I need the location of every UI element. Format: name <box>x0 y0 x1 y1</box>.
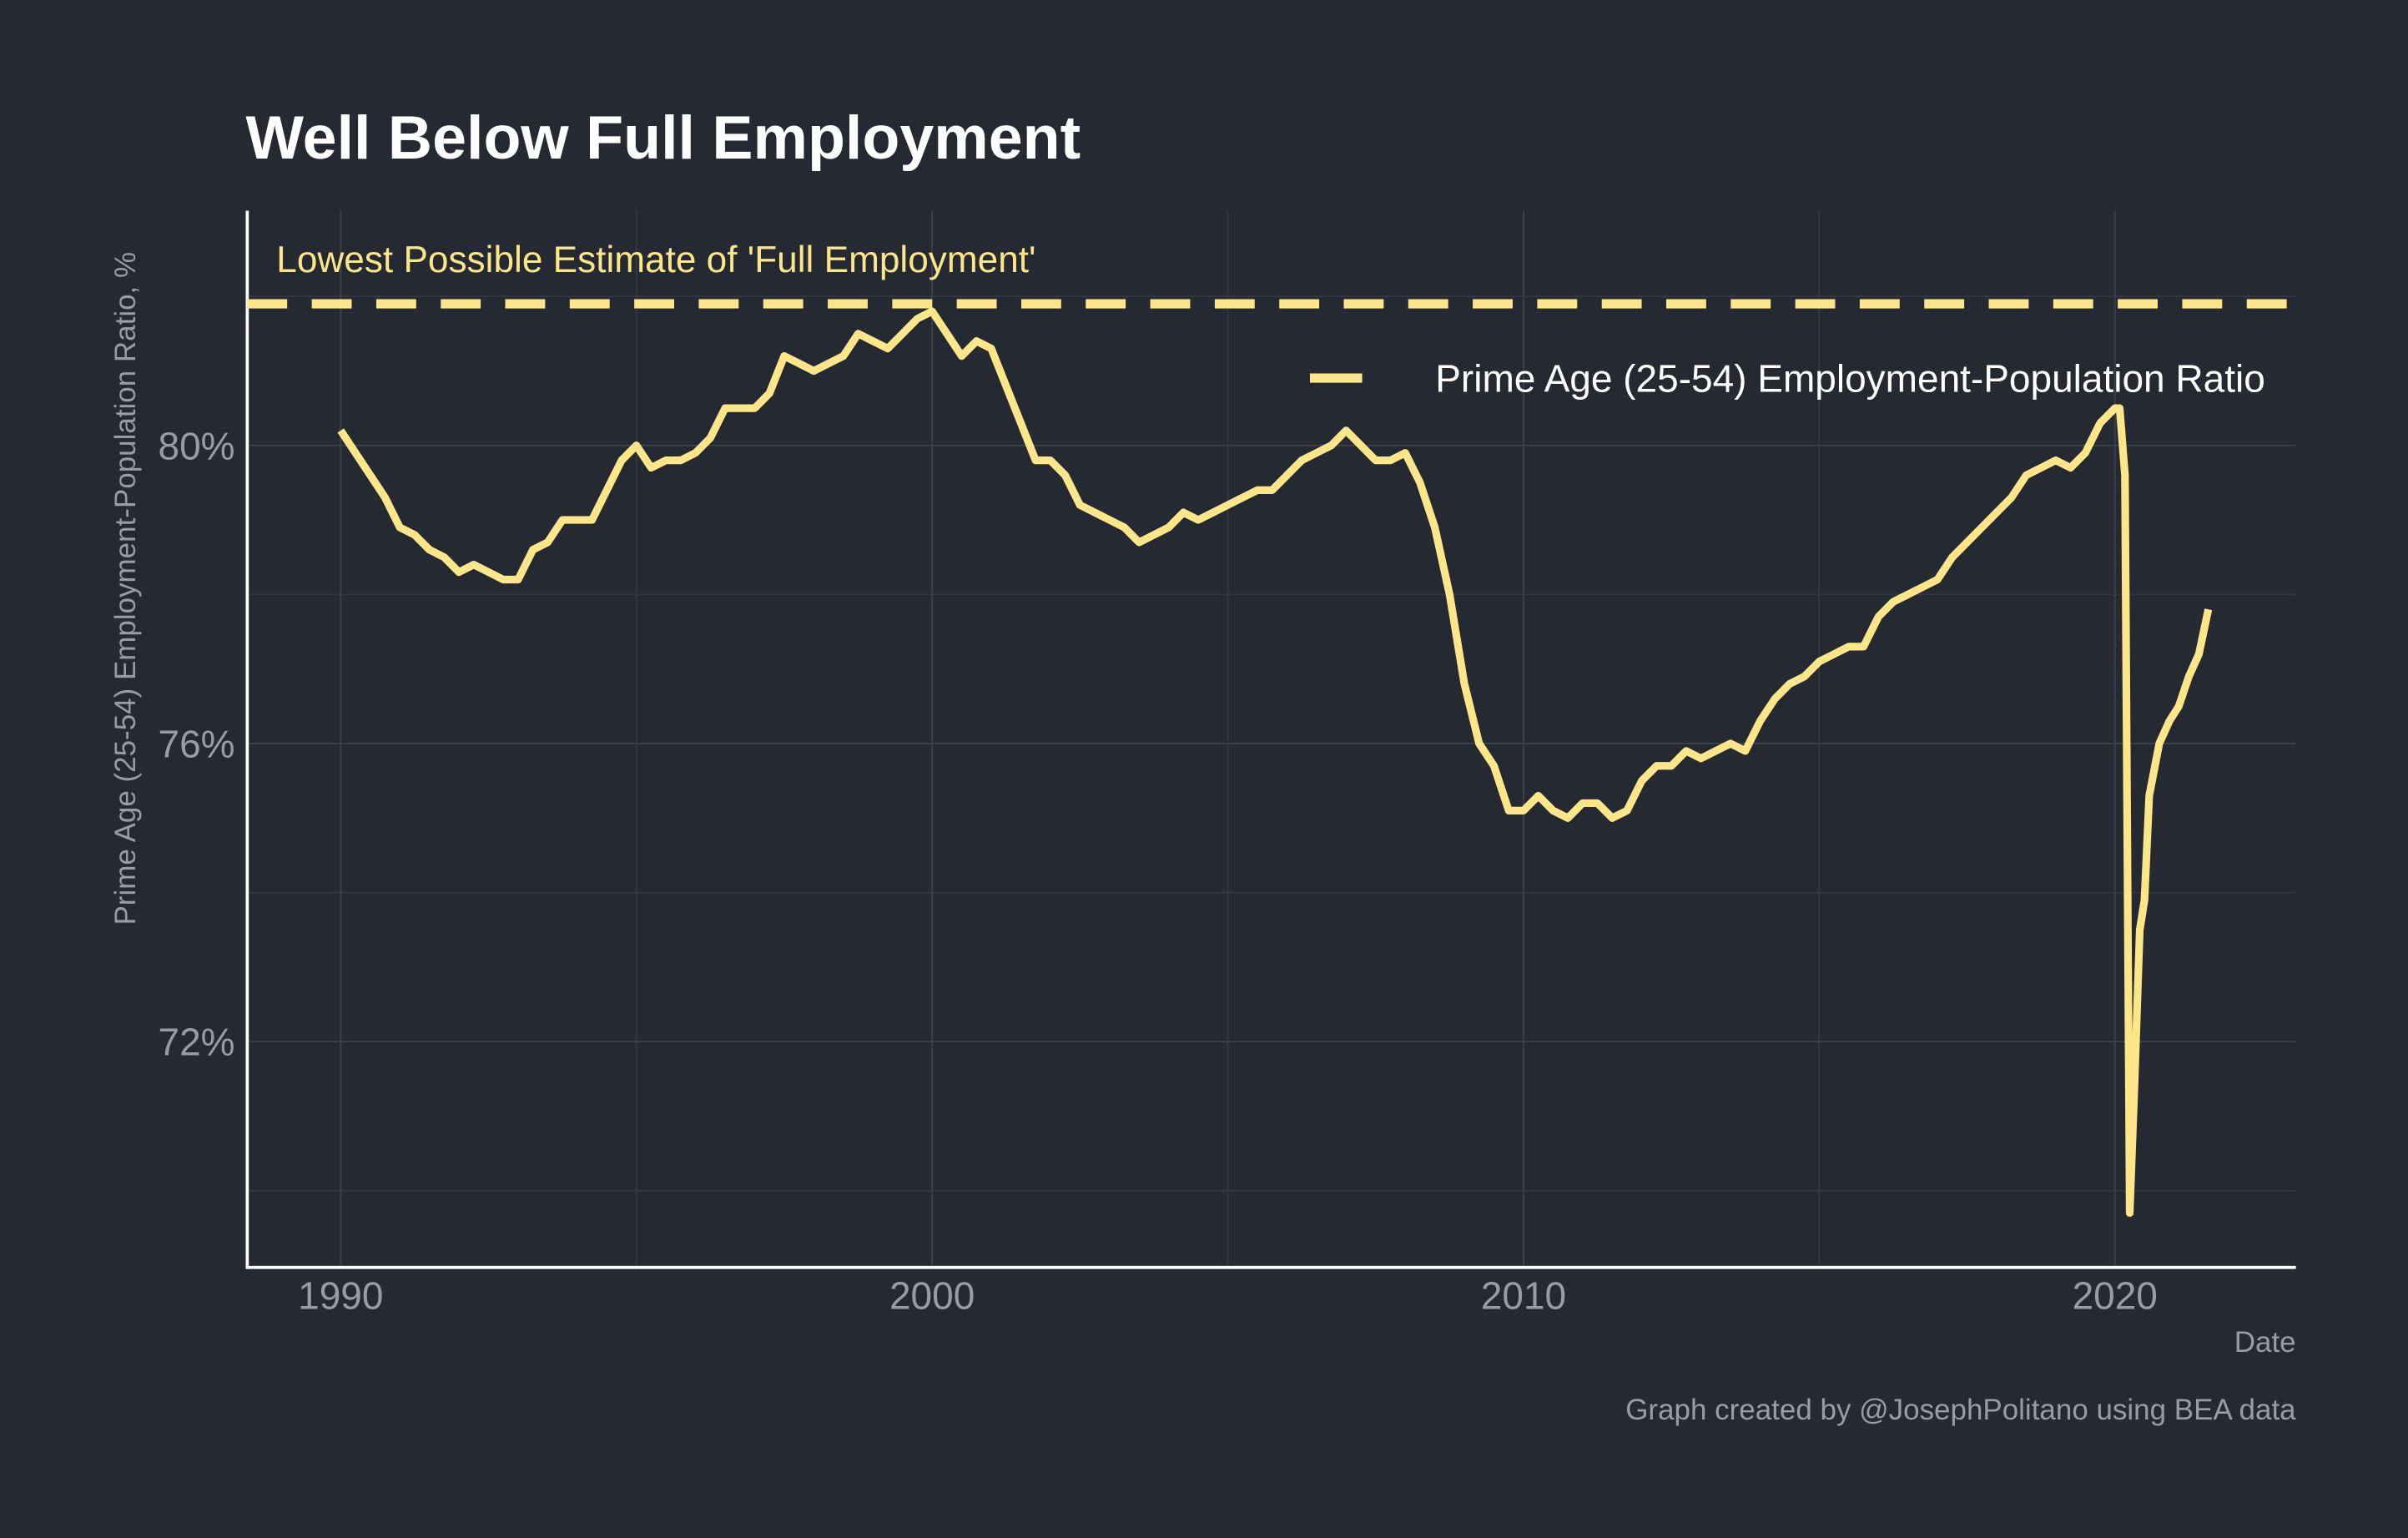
caption: Graph created by @JosephPolitano using B… <box>1625 1394 2296 1426</box>
series-line <box>337 307 2213 1218</box>
x-tick-label: 2000 <box>889 1273 975 1317</box>
legend-label: Prime Age (25-54) Employment-Population … <box>1435 357 2265 401</box>
x-tick-label: 1990 <box>298 1273 383 1317</box>
y-tick-label: 80% <box>159 424 235 467</box>
x-tick-label: 2020 <box>2073 1273 2158 1317</box>
x-axis-label: Date <box>2234 1326 2296 1359</box>
x-tick-label: 2010 <box>1481 1273 1566 1317</box>
chart-title: Well Below Full Employment <box>245 103 1081 172</box>
annotation: Lowest Possible Estimate of 'Full Employ… <box>276 240 1035 280</box>
y-tick-label: 76% <box>159 723 235 766</box>
y-axis-label: Prime Age (25-54) Employment-Population … <box>109 252 142 925</box>
y-tick-label: 72% <box>159 1021 235 1064</box>
